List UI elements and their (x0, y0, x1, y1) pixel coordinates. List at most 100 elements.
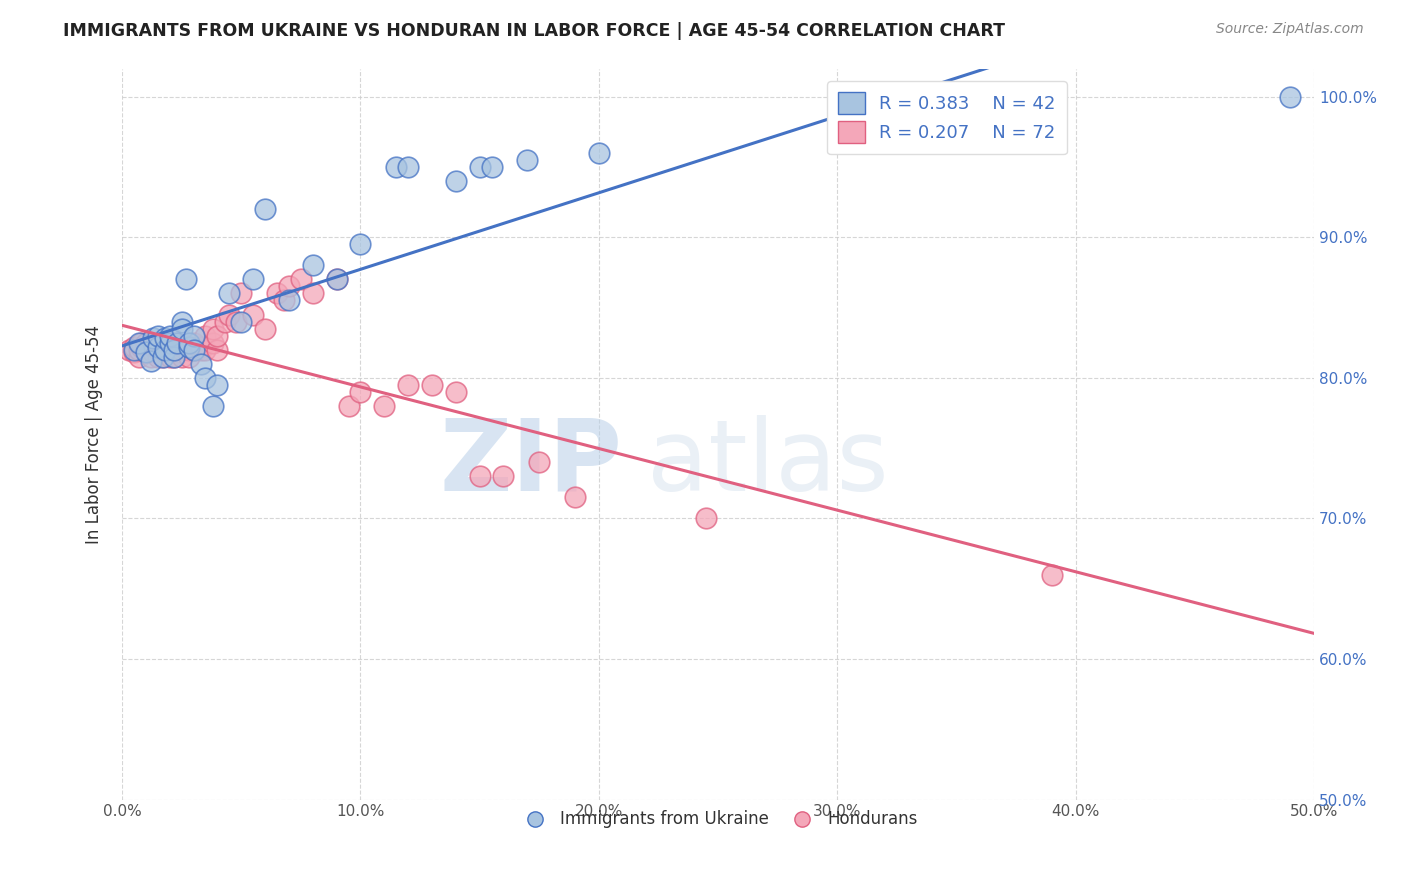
Point (177, 340, 200, 354)
Point (159, 335, 181, 350)
Point (166, 340, 188, 354)
Point (588, 145, 610, 160)
Point (190, 340, 212, 354)
Point (242, 272, 264, 286)
Point (153, 335, 176, 350)
Point (135, 340, 157, 354)
Point (183, 343, 205, 357)
Point (529, 455, 551, 469)
Point (444, 384, 467, 399)
Point (183, 335, 205, 350)
Point (183, 343, 205, 357)
Point (396, 160, 419, 174)
Point (290, 272, 312, 286)
Point (163, 335, 186, 350)
Point (468, 160, 491, 174)
Point (325, 272, 347, 286)
Point (122, 340, 145, 354)
Point (166, 345, 188, 359)
Point (118, 343, 141, 357)
Point (225, 314, 247, 328)
Point (444, 174, 467, 188)
Point (153, 343, 176, 357)
Point (349, 237, 371, 252)
Point (163, 343, 186, 357)
Point (207, 328, 229, 343)
Point (163, 343, 186, 357)
Text: atlas: atlas (647, 415, 889, 512)
Point (153, 331, 176, 345)
Point (146, 350, 169, 364)
Point (170, 340, 193, 354)
Point (231, 286, 253, 301)
Point (201, 321, 224, 335)
Point (128, 350, 150, 364)
Point (177, 335, 200, 350)
Point (301, 286, 323, 301)
Point (278, 293, 301, 308)
Point (349, 384, 371, 399)
Point (146, 340, 169, 354)
Point (153, 340, 176, 354)
Point (152, 350, 174, 364)
Point (190, 357, 212, 371)
Point (373, 399, 395, 413)
Text: Source: ZipAtlas.com: Source: ZipAtlas.com (1216, 22, 1364, 37)
Point (337, 399, 360, 413)
Point (278, 279, 301, 293)
Point (170, 321, 193, 335)
Point (170, 343, 193, 357)
Point (128, 335, 150, 350)
Point (492, 469, 515, 483)
Point (135, 335, 157, 350)
Point (135, 345, 157, 359)
Point (231, 314, 253, 328)
Point (468, 469, 491, 483)
Point (266, 286, 288, 301)
Point (177, 343, 200, 357)
Point (177, 340, 200, 354)
Point (177, 350, 200, 364)
Point (128, 343, 150, 357)
Point (564, 490, 586, 504)
Point (159, 343, 181, 357)
Point (207, 377, 229, 392)
Point (1279, 89, 1302, 103)
Point (194, 343, 217, 357)
Point (201, 335, 224, 350)
Point (129, 335, 152, 350)
Point (218, 286, 240, 301)
Point (142, 331, 165, 345)
Text: IMMIGRANTS FROM UKRAINE VS HONDURAN IN LABOR FORCE | AGE 45-54 CORRELATION CHART: IMMIGRANTS FROM UKRAINE VS HONDURAN IN L… (63, 22, 1005, 40)
Point (194, 371, 217, 385)
Point (170, 350, 193, 364)
Point (254, 202, 277, 216)
Point (152, 350, 174, 364)
Text: ZIP: ZIP (440, 415, 623, 512)
Point (152, 343, 174, 357)
Point (214, 314, 236, 328)
Point (163, 340, 186, 354)
Point (1040, 567, 1063, 582)
Point (194, 328, 217, 343)
Point (190, 343, 212, 357)
Point (301, 258, 323, 272)
Point (146, 328, 169, 343)
Point (139, 354, 162, 368)
Point (481, 160, 503, 174)
Point (142, 345, 165, 359)
Point (218, 308, 240, 322)
Point (135, 345, 157, 359)
Point (183, 328, 205, 343)
Point (146, 335, 169, 350)
Y-axis label: In Labor Force | Age 45-54: In Labor Force | Age 45-54 (86, 325, 103, 543)
Point (176, 272, 198, 286)
Point (146, 343, 169, 357)
Point (516, 153, 538, 167)
Point (242, 308, 264, 322)
Point (122, 345, 145, 359)
Point (170, 314, 193, 328)
Point (159, 350, 181, 364)
Point (385, 160, 408, 174)
Point (695, 511, 717, 525)
